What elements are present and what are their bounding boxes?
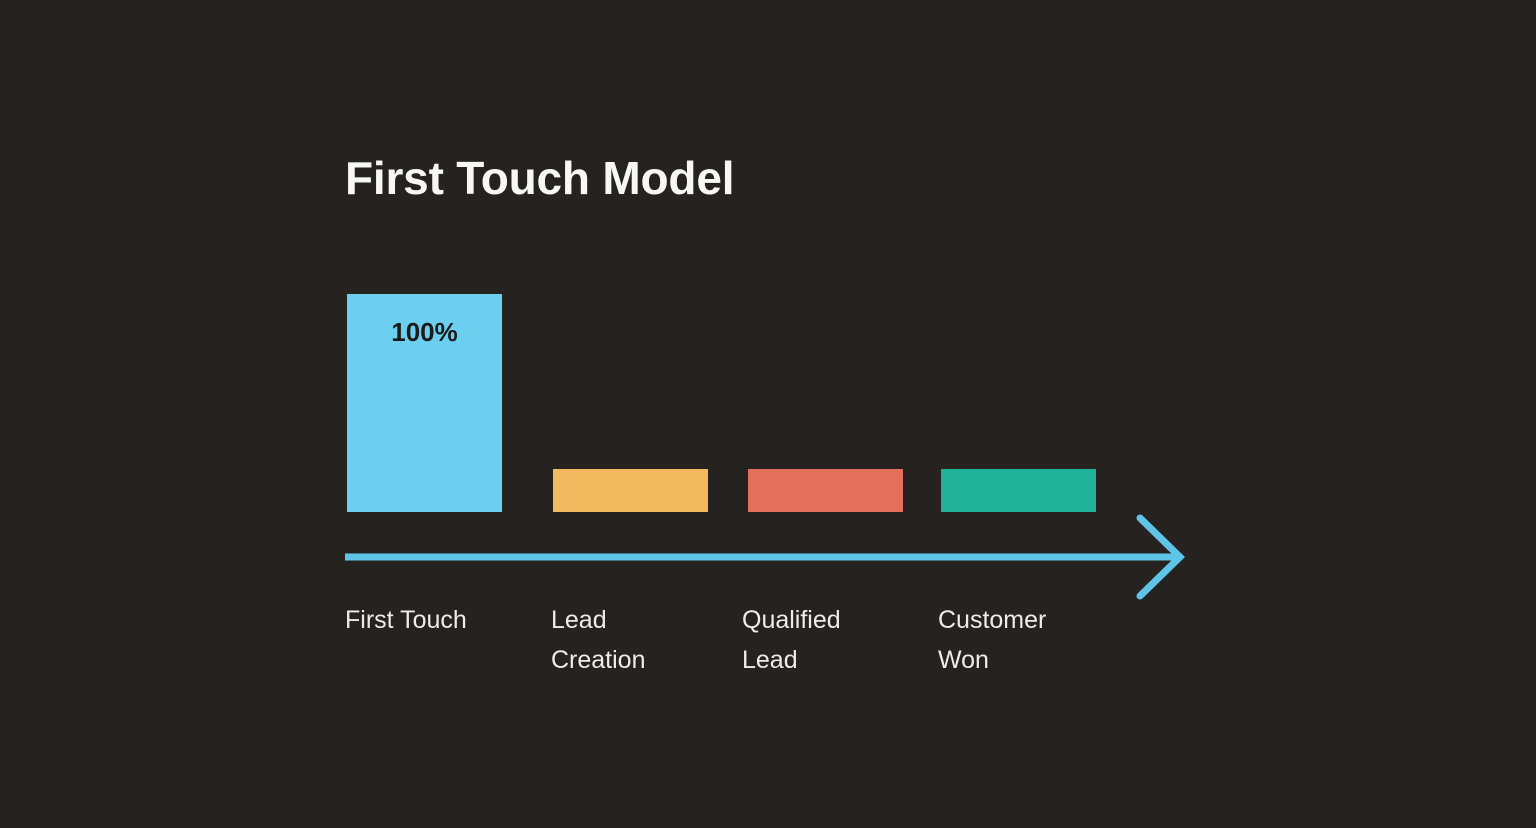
- bar-qualified-lead[interactable]: [748, 469, 903, 512]
- stage-label-qualified-lead-line1: Qualified: [742, 606, 841, 634]
- stage-label-lead-creation-line1: Lead: [551, 606, 607, 634]
- timeline-arrow: [345, 514, 1186, 600]
- bar-group-customer-won: [941, 469, 1096, 512]
- stage-label-lead-creation: Lead Creation: [551, 600, 741, 680]
- bar-value-first-touch: 100%: [391, 317, 458, 347]
- bar-first-touch[interactable]: [347, 294, 502, 512]
- stage-label-lead-creation-line2: Creation: [551, 646, 646, 674]
- timeline-arrowhead-icon: [1136, 514, 1186, 600]
- stage-label-qualified-lead-line2: Lead: [742, 646, 798, 674]
- bar-customer-won[interactable]: [941, 469, 1096, 512]
- page-title: First Touch Model: [345, 152, 735, 204]
- stage-label-first-touch: First Touch: [345, 600, 535, 640]
- bar-lead-creation[interactable]: [553, 469, 708, 512]
- bar-group-qualified-lead: [748, 469, 903, 512]
- stage-label-customer-won-line1: Customer: [938, 606, 1047, 634]
- bar-group-lead-creation: [553, 469, 708, 512]
- stage-label-customer-won-line2: Won: [938, 646, 989, 674]
- stage-label-customer-won: Customer Won: [938, 600, 1128, 680]
- stage-label-qualified-lead: Qualified Lead: [742, 600, 932, 680]
- bar-group-first-touch: 100%: [347, 294, 502, 512]
- stage-label-first-touch-line1: First Touch: [345, 606, 467, 634]
